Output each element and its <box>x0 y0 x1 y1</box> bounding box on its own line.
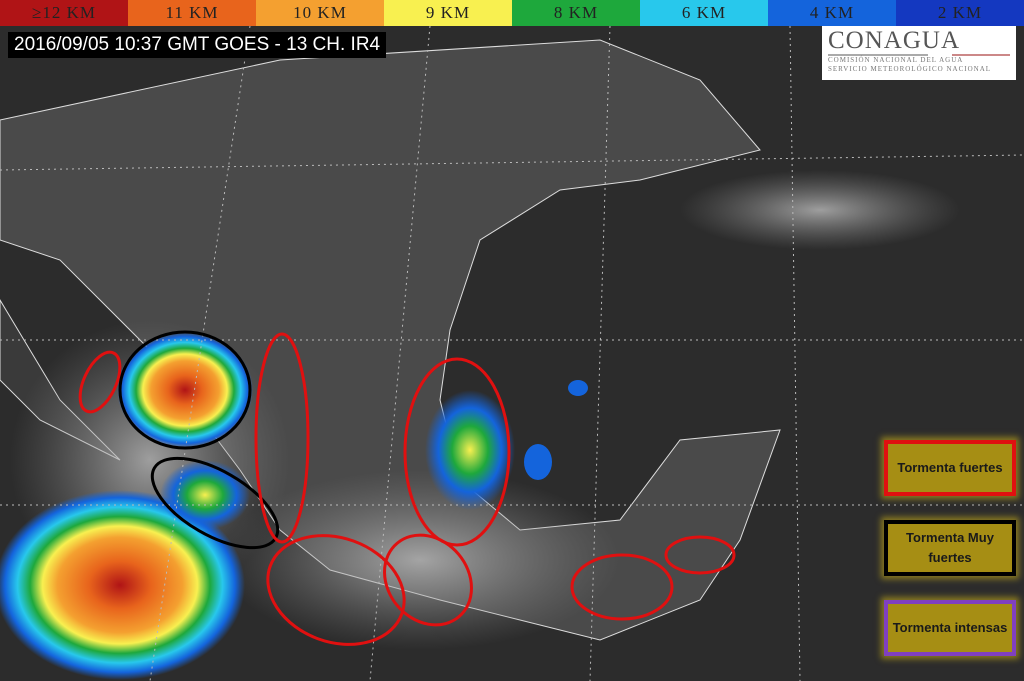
legend-label: Tormenta intensas <box>892 620 1008 635</box>
scale-label: ≥12 KM <box>32 3 96 22</box>
legend-label: Tormenta Muy fuertes <box>906 530 994 565</box>
scale-label: 6 KM <box>681 3 727 22</box>
scale-segment: ≥12 KM <box>0 0 128 26</box>
scale-segment: 2 KM <box>896 0 1024 26</box>
logo-name: CONAGUA <box>828 27 960 54</box>
storm-marker-strong <box>403 357 511 547</box>
legend-intense-storm: Tormenta intensas <box>884 600 1016 656</box>
storm-marker-strong <box>570 553 674 621</box>
legend-very-strong-storm: Tormenta Muy fuertes <box>884 520 1016 576</box>
legend-label: Tormenta fuertes <box>897 460 1003 475</box>
conagua-logo: CONAGUA COMISIÓN NACIONAL DEL AGUA SERVI… <box>822 26 1016 80</box>
satellite-map <box>0 26 1024 681</box>
scale-segment: 11 KM <box>128 0 256 26</box>
storm-marker-strong <box>254 332 310 544</box>
logo-line2: SERVICIO METEOROLÓGICO NACIONAL <box>828 65 992 73</box>
storm-marker-strong <box>78 350 122 414</box>
scale-label: 2 KM <box>937 3 983 22</box>
scale-segment: 4 KM <box>768 0 896 26</box>
scale-segment: 6 KM <box>640 0 768 26</box>
storm-marker-strong <box>664 535 736 575</box>
storm-marker-very-strong <box>118 330 252 450</box>
scale-segment: 8 KM <box>512 0 640 26</box>
scale-label: 10 KM <box>293 3 347 22</box>
storm-marker-strong <box>266 534 406 646</box>
logo-line1: COMISIÓN NACIONAL DEL AGUA <box>828 56 964 64</box>
logo-divider <box>828 54 1010 56</box>
timestamp-label: 2016/09/05 10:37 GMT GOES - 13 CH. IR4 <box>8 32 387 58</box>
cloud-top-height-scale: ≥12 KM 11 KM 10 KM 9 KM 8 KM 6 KM 4 KM 2… <box>0 0 1024 26</box>
scale-segment: 10 KM <box>256 0 384 26</box>
legend-strong-storm: Tormenta fuertes <box>884 440 1016 496</box>
scale-label: 4 KM <box>809 3 855 22</box>
storm-marker-strong <box>383 533 473 627</box>
scale-segment: 9 KM <box>384 0 512 26</box>
scale-label: 11 KM <box>165 3 219 22</box>
scale-label: 8 KM <box>553 3 599 22</box>
scale-label: 9 KM <box>425 3 471 22</box>
